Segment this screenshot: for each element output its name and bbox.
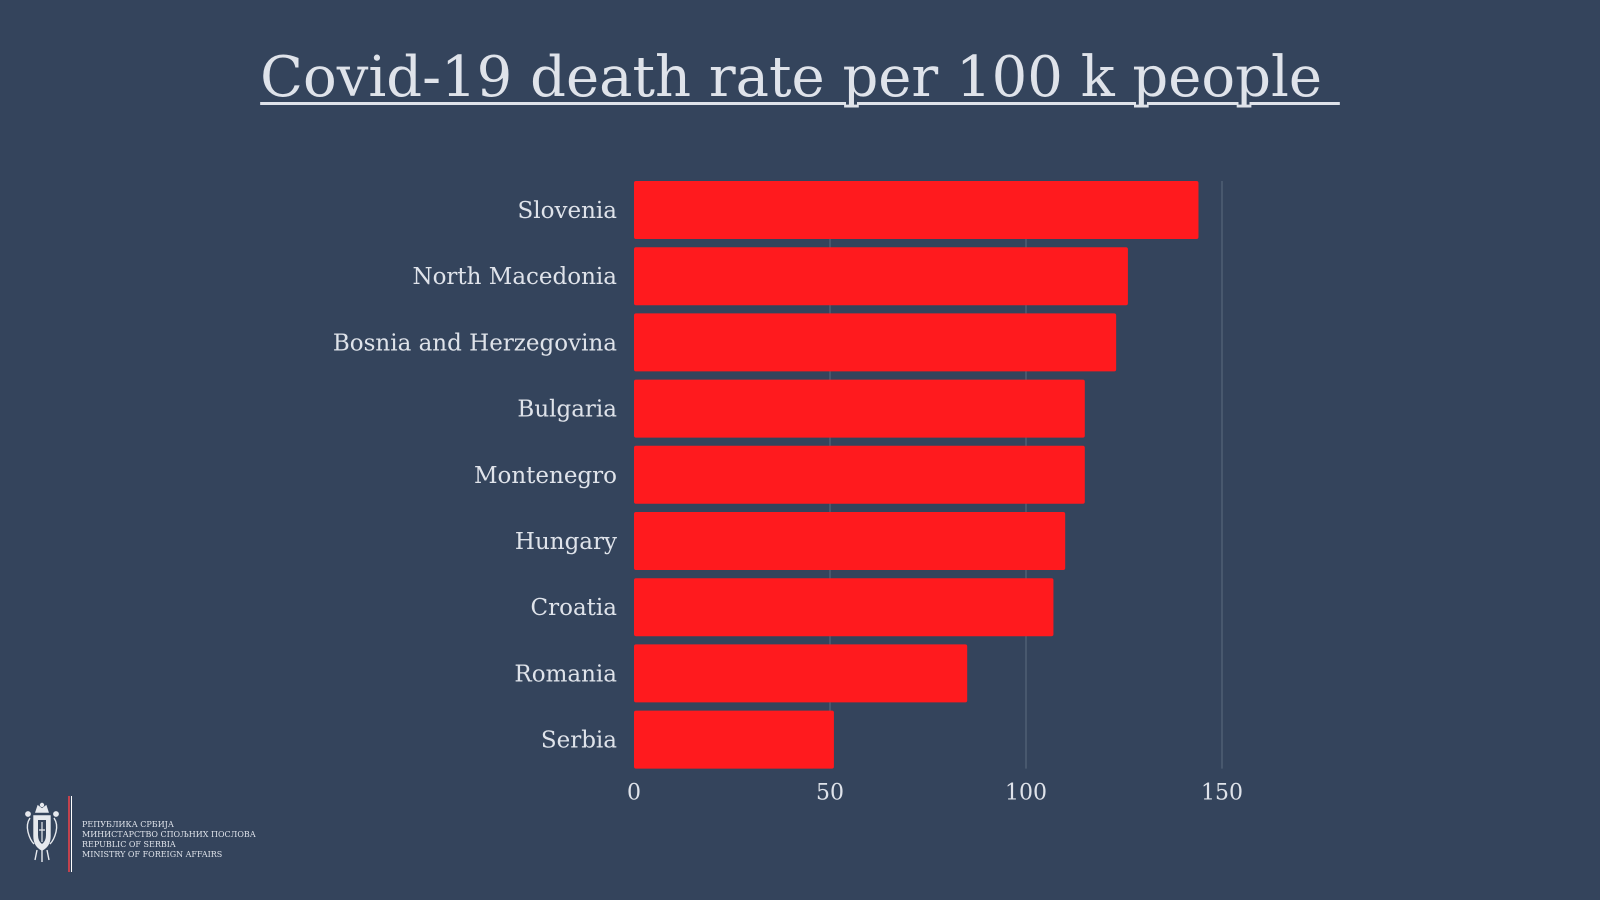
category-label: Hungary <box>515 529 617 555</box>
category-label: Bosnia and Herzegovina <box>333 330 617 356</box>
x-tick-label: 50 <box>816 781 844 806</box>
footer-line: MINISTRY OF FOREIGN AFFAIRS <box>82 850 223 859</box>
x-tick-label: 150 <box>1201 781 1243 806</box>
category-label: Bulgaria <box>517 397 617 423</box>
chart-title: Covid-19 death rate per 100 k people <box>260 45 1340 110</box>
serbian-coat-of-arms-icon <box>25 802 59 862</box>
bar <box>634 247 1128 306</box>
bar <box>634 181 1199 239</box>
category-label: Croatia <box>531 595 618 621</box>
ministry-name: РЕПУБЛИКА СРБИЈА МИНИСТАРСТВО СПОЉНИХ ПО… <box>82 820 256 860</box>
ministry-footer: РЕПУБЛИКА СРБИЈА МИНИСТАРСТВО СПОЉНИХ ПО… <box>24 796 264 872</box>
footer-line: REPUBLIC OF SERBIA <box>82 840 176 849</box>
bars <box>634 181 1199 769</box>
footer-divider <box>68 796 72 872</box>
footer-line: МИНИСТАРСТВО СПОЉНИХ ПОСЛОВА <box>82 830 256 839</box>
category-label: Serbia <box>541 728 617 754</box>
category-label: North Macedonia <box>412 264 617 290</box>
category-label: Slovenia <box>518 198 618 224</box>
bar <box>634 710 834 769</box>
bar <box>634 578 1054 637</box>
category-label: Romania <box>514 661 617 687</box>
bar <box>634 644 968 703</box>
x-tick-label: 100 <box>1005 781 1047 806</box>
category-labels: Slovenia North Macedonia Bosnia and Herz… <box>333 198 617 754</box>
bar <box>634 313 1117 372</box>
x-tick-label: 0 <box>627 781 641 806</box>
category-label: Montenegro <box>474 463 617 489</box>
bar <box>634 379 1085 438</box>
x-axis-ticks: 0 50 100 150 <box>627 781 1243 806</box>
bar <box>634 445 1085 504</box>
bar <box>634 512 1066 570</box>
footer-line: РЕПУБЛИКА СРБИЈА <box>82 820 174 829</box>
